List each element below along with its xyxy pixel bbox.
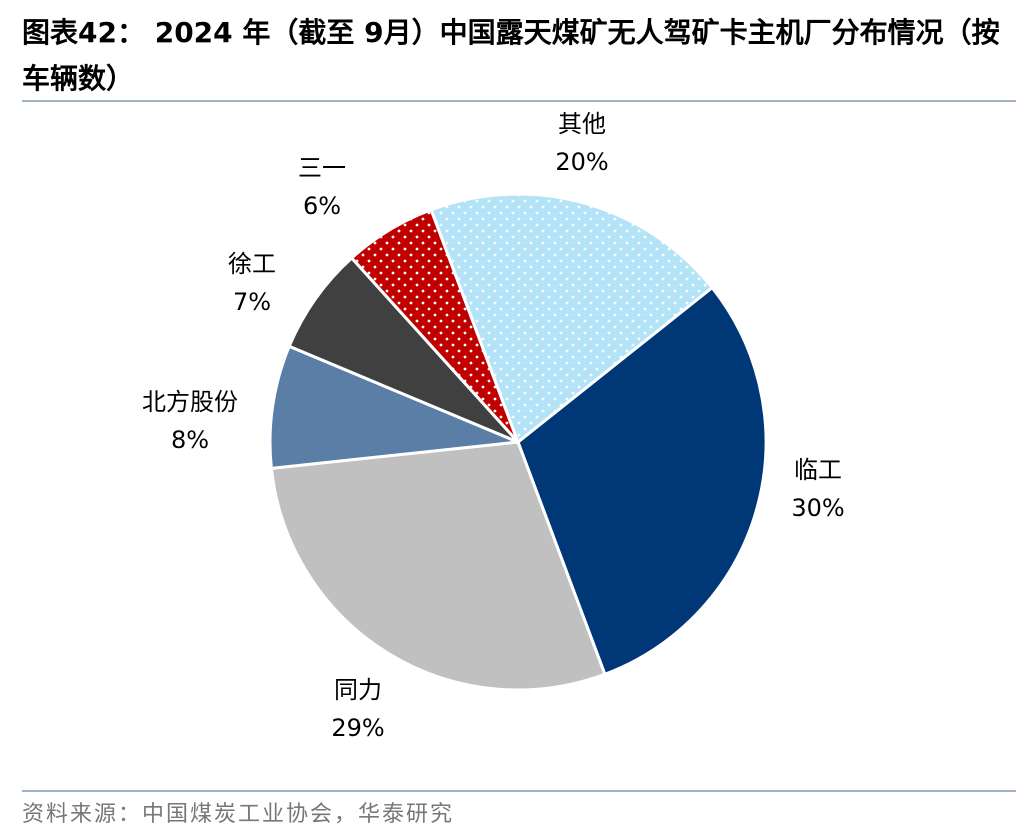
pie-slice-2 (268, 344, 519, 471)
pie-slice-5 (429, 192, 715, 445)
slice-value-label-4: 6% (303, 192, 341, 220)
slice-label-0: 临工 (794, 456, 842, 484)
slice-value-label-1: 29% (331, 714, 384, 742)
slice-value-label-2: 8% (171, 426, 209, 454)
slice-label-2: 北方股份 (142, 388, 238, 416)
title-divider (22, 100, 1016, 102)
source-note: 资料来源：中国煤炭工业协会，华泰研究 (22, 802, 455, 827)
pie-slice-1 (269, 440, 607, 692)
slice-value-label-0: 30% (791, 494, 844, 522)
slice-value-label-5: 20% (555, 148, 608, 176)
pie-slice-3 (287, 255, 520, 444)
chart-title: 图表42： 2024 年（截至 9月）中国露天煤矿无人驾矿卡主机厂分布情况（按车… (22, 16, 1000, 95)
slice-value-label-3: 7% (233, 288, 271, 316)
slice-label-5: 其他 (558, 110, 606, 138)
slice-label-1: 同力 (334, 676, 382, 704)
footer-divider (22, 790, 1016, 792)
slice-label-3: 徐工 (228, 250, 276, 278)
pie-slice-0 (516, 285, 768, 677)
slice-label-4: 三一 (298, 154, 346, 182)
